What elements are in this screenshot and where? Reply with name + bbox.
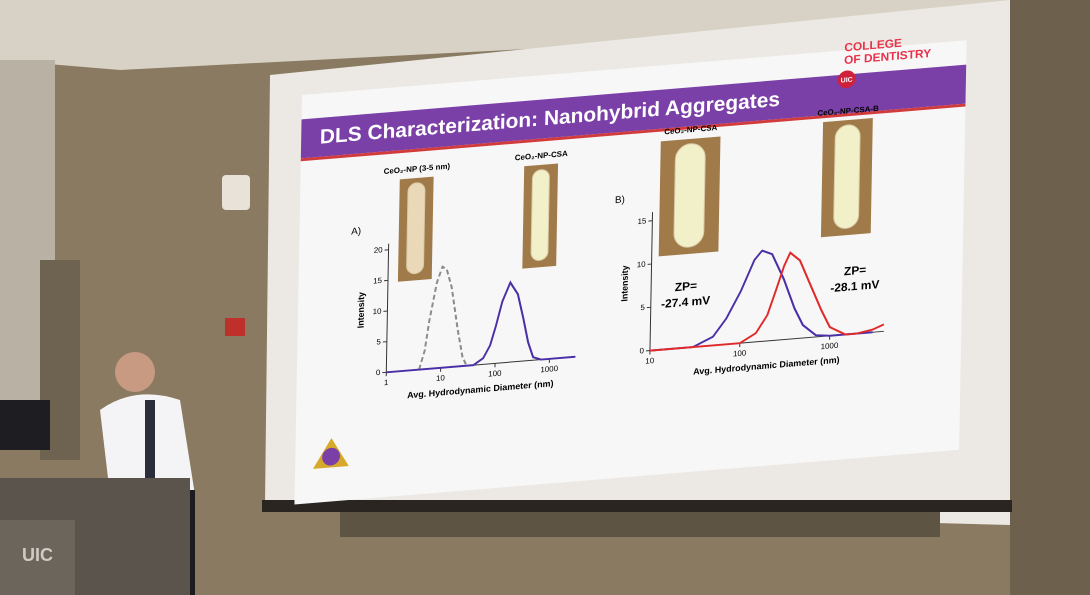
tube [673,143,706,248]
tie [145,400,155,480]
x-tick-label: 100 [733,348,747,358]
x-tick-label: 1000 [540,364,558,374]
y-tick-label: 0 [376,368,381,377]
x-tick-label: 100 [488,369,502,379]
x-tick-label: 10 [436,373,446,383]
y-tick-label: 15 [637,216,647,226]
annotation: ZP= [844,263,867,279]
head [115,352,155,392]
tube [530,169,550,261]
series-line [649,251,885,352]
wall-right [1010,0,1090,595]
thermostat [222,175,250,210]
monitor [0,400,50,450]
y-axis [649,212,654,351]
title-rule [300,103,966,162]
y-axis [385,243,390,373]
logo-badge [837,70,856,89]
tube [406,182,426,275]
y-tick-label: 15 [373,276,383,286]
podium-panel [0,520,75,595]
alarm [225,318,245,336]
screen-case [340,512,940,537]
series-line [386,280,576,374]
seal-inner [322,447,341,466]
y-axis-label: Intensity [619,265,630,302]
ceiling [0,0,1090,70]
tube [833,124,861,229]
x-tick-label: 1000 [821,341,839,351]
annotation: -27.4 mV [661,293,710,311]
x-tick-label: 10 [645,356,655,366]
series-label: CeO₂-NP-CSA [664,123,717,136]
y-axis-label: Intensity [356,292,367,329]
logo-line: COLLEGE [844,36,902,55]
podium-label: UIC [22,545,53,565]
y-tick-label: 5 [376,337,381,346]
annotation: ZP= [675,279,698,295]
y-tick-label: 0 [639,346,644,355]
y-tick-label: 10 [637,260,647,270]
series-label: CeO₂-NP-CSA [515,149,568,162]
logo-badge-text: UIC [841,77,853,85]
series-line [649,249,873,352]
slide: DLS Characterization: Nanohybrid Aggrega… [294,36,967,505]
y-tick-label: 5 [640,303,645,312]
y-tick-label: 20 [374,245,384,255]
series-line [418,265,468,370]
y-tick-label: 10 [373,307,383,317]
title-band [300,64,967,159]
annotation: -28.1 mV [830,277,879,295]
panel-label: A) [351,226,361,238]
x-tick-label: 1 [384,378,389,387]
slide-bg [294,40,967,505]
panel-label: B) [615,194,625,206]
screen-bar [262,500,1012,512]
